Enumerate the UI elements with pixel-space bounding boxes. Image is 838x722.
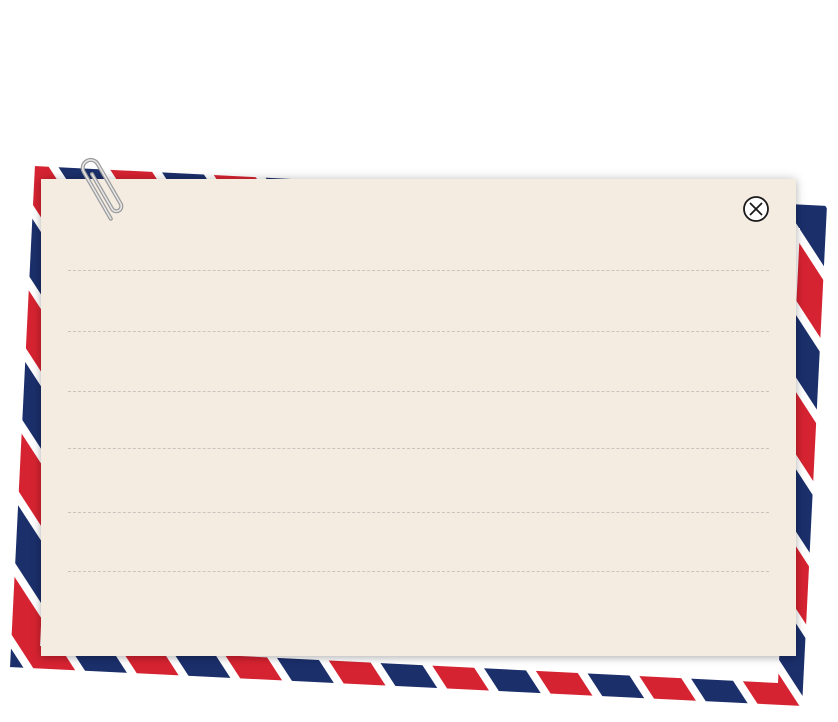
ruled-line — [68, 512, 769, 513]
note-card[interactable] — [41, 179, 796, 656]
close-circle-icon[interactable] — [742, 195, 770, 223]
paperclip-icon — [80, 157, 124, 221]
ruled-line — [68, 571, 769, 572]
ruled-line — [68, 270, 769, 271]
ruled-line — [68, 331, 769, 332]
ruled-line — [68, 391, 769, 392]
ruled-line — [68, 448, 769, 449]
